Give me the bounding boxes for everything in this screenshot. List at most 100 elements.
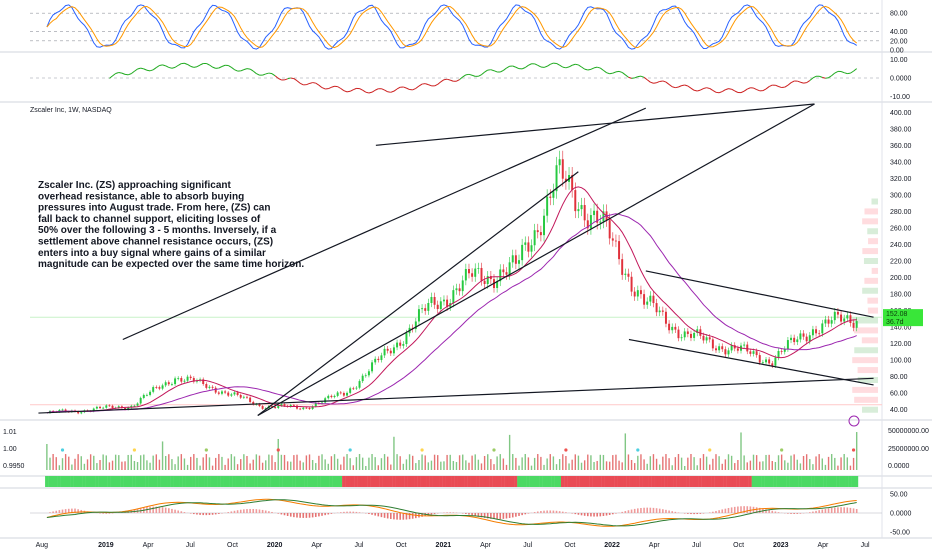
osc-line-segment <box>612 71 617 74</box>
candle <box>274 406 277 408</box>
trend-strip-cell <box>510 476 515 487</box>
trend-strip-cell <box>270 476 274 487</box>
volume-bar <box>74 458 76 470</box>
osc-line-segment <box>819 75 823 78</box>
time-tick-label: Jul <box>523 542 532 549</box>
candle <box>677 329 680 339</box>
volume-bar <box>111 460 114 470</box>
macd-histogram-bar <box>558 511 561 513</box>
volume-bar <box>177 456 179 470</box>
volume-bar <box>493 464 495 470</box>
candle <box>289 405 292 407</box>
volume-bar <box>552 456 555 470</box>
volume-bar <box>793 454 795 470</box>
trend-strip-cell <box>429 476 433 487</box>
candle <box>539 232 542 236</box>
volume-bar <box>787 462 789 470</box>
volume-bar <box>533 457 536 470</box>
trend-strip-cell <box>79 476 83 487</box>
trend-strip-cell <box>560 476 565 487</box>
fast-moving-average <box>46 186 857 414</box>
macd-histogram-bar <box>108 513 111 514</box>
trend-strip-cell <box>767 476 771 487</box>
trend-strip-cell <box>601 476 605 487</box>
candle <box>145 394 148 396</box>
macd-histogram-bar <box>227 512 230 513</box>
volume-profile-bar <box>852 357 878 364</box>
volume-bar <box>765 454 767 470</box>
trend-strip-cell <box>807 476 812 487</box>
volume-bar <box>405 459 408 470</box>
macd-histogram-bar <box>565 512 567 513</box>
candle <box>149 391 152 395</box>
volume-profile-bar <box>861 337 878 344</box>
volume-bar <box>143 454 145 470</box>
candle <box>364 375 367 377</box>
osc-line-segment <box>312 82 316 84</box>
candle <box>367 371 370 376</box>
volume-bar <box>452 460 455 470</box>
macd-histogram-bar <box>58 510 61 513</box>
volume-bar <box>593 462 595 470</box>
macd-histogram-bar <box>658 508 661 513</box>
volume-bar <box>818 454 820 470</box>
osc-line-segment <box>844 72 848 75</box>
trend-strip-cell <box>235 476 240 487</box>
macd-histogram-bar <box>712 511 714 513</box>
trend-strip-cell <box>589 476 593 487</box>
trend-strip-cell <box>363 476 368 487</box>
candle <box>180 378 183 382</box>
macd-histogram-bar <box>630 509 633 513</box>
candle <box>793 337 796 343</box>
macd-histogram-bar <box>471 513 473 516</box>
volume-bar <box>502 458 505 470</box>
osc-line-segment <box>321 87 326 90</box>
osc-line-segment <box>393 88 398 92</box>
osc-line-segment <box>600 67 604 71</box>
annotation-line: fall back to channel support, eliciting … <box>38 214 261 225</box>
osc-line-segment <box>134 68 138 72</box>
volume-bar <box>155 454 158 470</box>
candle <box>686 331 689 334</box>
candle <box>52 410 55 412</box>
volume-bar <box>662 456 664 470</box>
trend-strip-cell <box>742 476 746 487</box>
osc-line-segment <box>653 82 657 84</box>
macd-histogram-bar <box>390 513 392 519</box>
osc-line-segment <box>506 65 510 69</box>
signal-dot <box>132 448 137 452</box>
trend-strip-cell <box>66 476 71 487</box>
osc-line-segment <box>503 67 507 71</box>
osc-line-segment <box>484 69 489 73</box>
trend-strip-cell <box>479 476 483 487</box>
candle <box>355 387 358 389</box>
macd-histogram-bar <box>708 512 711 513</box>
candle <box>608 220 611 239</box>
volume-bar <box>424 455 426 470</box>
trend-strip-cell <box>401 476 405 487</box>
osc-line-segment <box>240 69 245 72</box>
volume-bar <box>809 459 811 470</box>
trend-strip-cell <box>267 476 271 487</box>
candle <box>111 405 114 409</box>
osc-line-segment <box>387 91 391 93</box>
volume-bar <box>361 457 364 470</box>
volume-bar <box>368 457 370 470</box>
osc-line-segment <box>434 83 438 87</box>
candle <box>836 311 839 315</box>
macd-histogram-bar <box>815 510 817 513</box>
trend-strip-cell <box>801 476 806 487</box>
candle <box>177 378 180 379</box>
volume-bar <box>568 463 570 470</box>
osc-line-segment <box>528 63 532 66</box>
time-tick-label: Jul <box>186 542 195 549</box>
candle <box>339 392 342 394</box>
trend-strip-cell <box>329 476 333 487</box>
osc-line-segment <box>550 62 554 65</box>
candle <box>596 210 599 223</box>
volume-bar <box>690 454 692 470</box>
macd-histogram-bar <box>427 513 430 516</box>
osc-line-segment <box>834 70 839 74</box>
trend-strip-cell <box>726 476 730 487</box>
